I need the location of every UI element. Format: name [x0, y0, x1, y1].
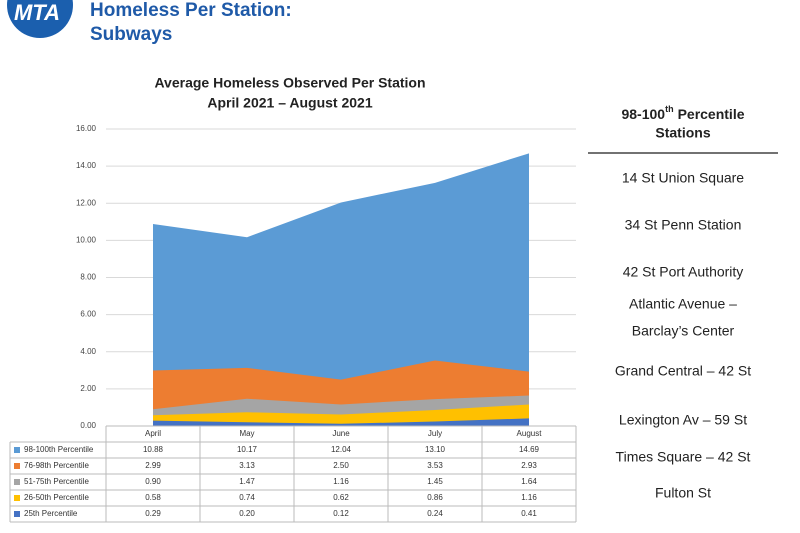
sidebar-title-rest: Percentile	[678, 106, 745, 122]
table-value: 1.16	[521, 493, 537, 502]
table-value: 0.90	[145, 477, 161, 486]
station-name: Lexington Av – 59 St	[619, 412, 747, 428]
station-name: Fulton St	[655, 485, 711, 501]
sidebar-title: 98-100th Percentile	[621, 104, 744, 121]
chart-subtitle: April 2021 – August 2021	[207, 95, 372, 111]
legend-label: 76-98th Percentile	[24, 461, 89, 470]
sidebar-title-sup: th	[665, 104, 674, 114]
sidebar-title-line2: Stations	[655, 125, 710, 141]
header-subtitle: Subways	[90, 24, 172, 45]
area	[153, 153, 529, 426]
table-value: 0.12	[333, 509, 349, 518]
data-table: April May June July August 98-100th Percentil…	[9, 425, 577, 523]
y-tick-label: 10.00	[76, 235, 97, 244]
area	[153, 418, 529, 426]
legend-label: 26-50th Percentile	[24, 493, 89, 502]
logo-circle	[7, 0, 73, 38]
table-value: 2.99	[145, 461, 161, 470]
station-name: 14 St Union Square	[622, 170, 744, 186]
table-value: 1.45	[427, 477, 443, 486]
legend-label: 51-75th Percentile	[24, 477, 89, 486]
legend-swatch	[14, 495, 20, 501]
legend-label: 98-100th Percentile	[24, 445, 94, 454]
table-value: 2.93	[521, 461, 537, 470]
x-tick-label: August	[517, 429, 543, 438]
legend-swatch	[14, 447, 20, 453]
y-tick-label: 8.00	[80, 273, 96, 282]
x-tick-label: July	[428, 429, 442, 438]
y-tick-label: 6.00	[80, 310, 96, 319]
x-tick-label: April	[145, 429, 161, 438]
x-tick-label: May	[239, 429, 254, 438]
table-value: 13.10	[425, 445, 446, 454]
y-tick-label: 4.00	[80, 347, 96, 356]
station-name: 42 St Port Authority	[623, 264, 744, 280]
station-name: Grand Central – 42 St	[615, 363, 751, 379]
station-list: 14 St Union Square 34 St Penn Station 42 S…	[615, 170, 751, 501]
table-value: 0.74	[239, 493, 255, 502]
table-value: 12.04	[331, 445, 352, 454]
table-value: 0.62	[333, 493, 349, 502]
table-value: 1.64	[521, 477, 537, 486]
table-value: 1.16	[333, 477, 349, 486]
table-value: 0.20	[239, 509, 255, 518]
table-value: 14.69	[519, 445, 540, 454]
x-tick-label: June	[332, 429, 350, 438]
legend-swatch	[14, 463, 20, 469]
station-name: Atlantic Avenue –	[629, 296, 737, 312]
station-name: Barclay’s Center	[632, 323, 735, 339]
table-value: 10.17	[237, 445, 258, 454]
station-name: 34 St Penn Station	[625, 217, 742, 233]
table-value: 0.24	[427, 509, 443, 518]
areas	[153, 153, 529, 426]
legend-swatch	[14, 479, 20, 485]
table-value: 0.58	[145, 493, 161, 502]
table-value: 10.88	[143, 445, 164, 454]
legend-swatch	[14, 511, 20, 517]
table-value: 0.41	[521, 509, 537, 518]
area	[153, 404, 529, 426]
table-value: 1.47	[239, 477, 255, 486]
y-tick-label: 0.00	[80, 421, 96, 430]
y-tick-label: 12.00	[76, 198, 97, 207]
y-tick-label: 16.00	[76, 124, 97, 133]
table-value: 2.50	[333, 461, 349, 470]
station-name: Times Square – 42 St	[616, 449, 751, 465]
sidebar-title-prefix: 98-100	[621, 106, 665, 122]
legend-label: 25th Percentile	[24, 509, 78, 518]
y-tick-label: 14.00	[76, 161, 97, 170]
y-tick-label: 2.00	[80, 384, 96, 393]
table-value: 3.13	[239, 461, 255, 470]
table-value: 0.29	[145, 509, 161, 518]
logo: MTA	[14, 0, 60, 25]
table-value: 3.53	[427, 461, 443, 470]
chart-title: Average Homeless Observed Per Station	[154, 75, 425, 91]
table-value: 0.86	[427, 493, 443, 502]
header-title: Homeless Per Station:	[90, 0, 292, 21]
